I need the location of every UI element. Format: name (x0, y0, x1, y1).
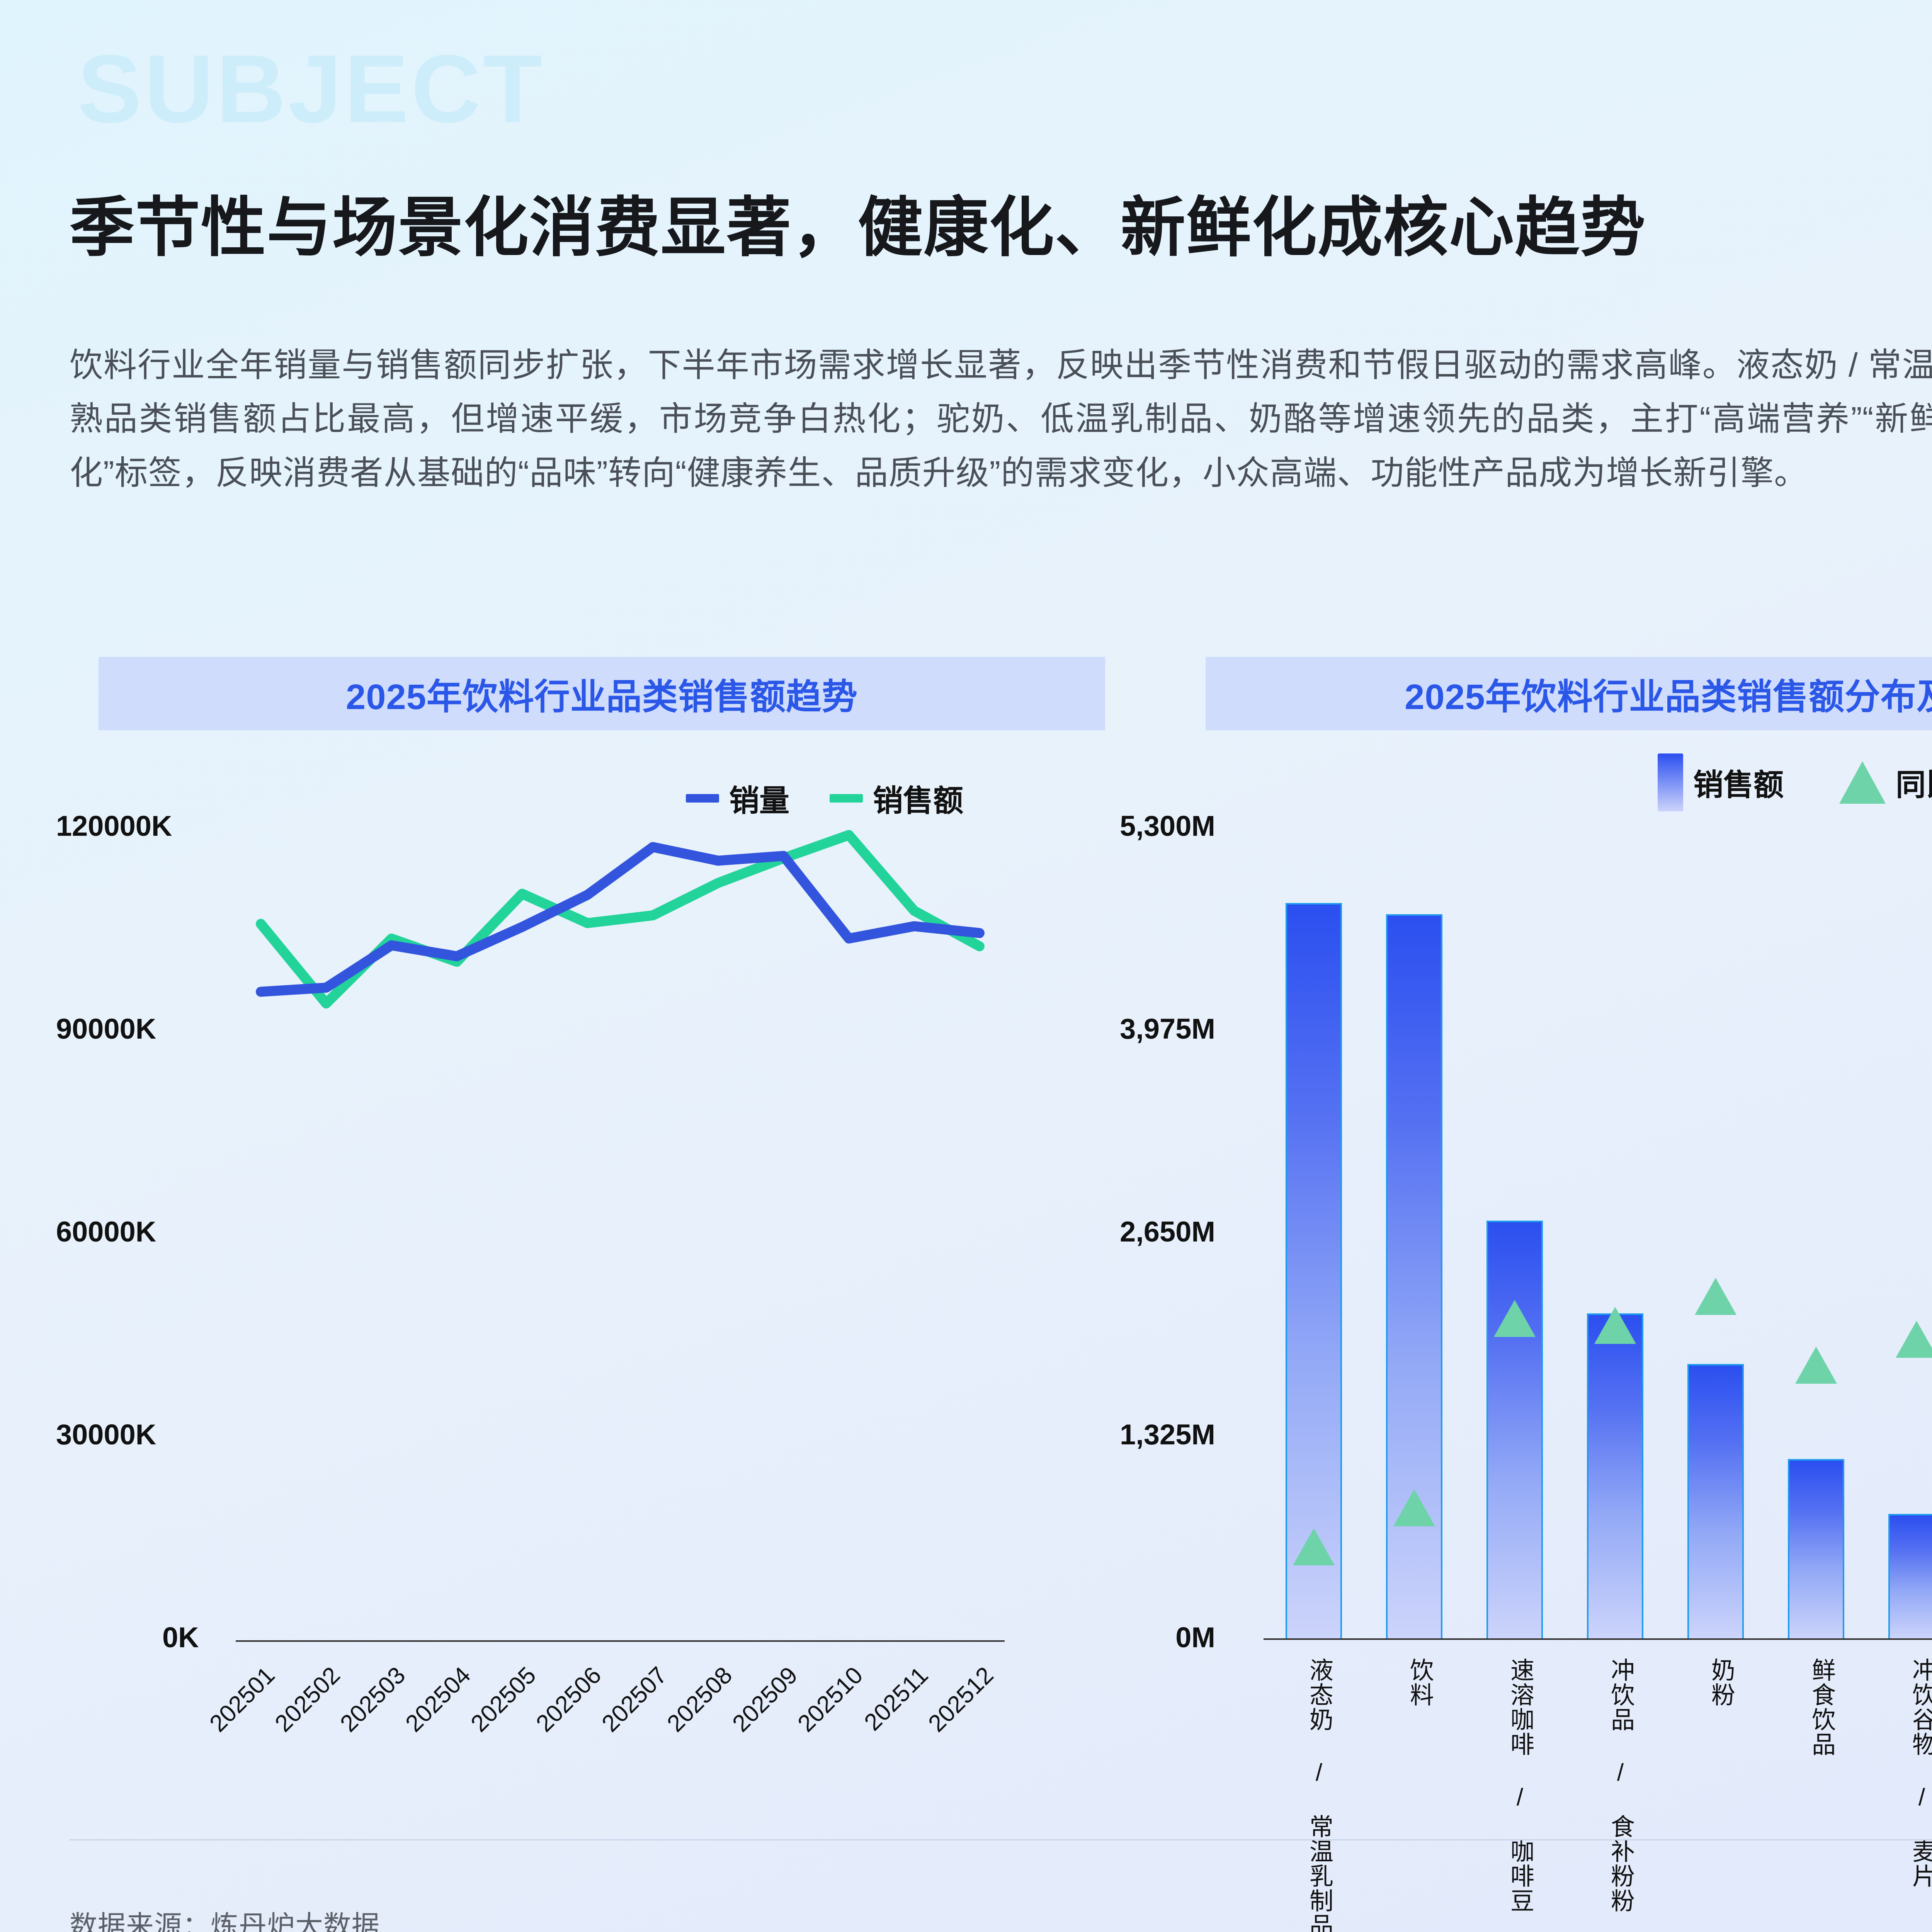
growth-triangle-3[interactable] (1494, 1300, 1536, 1337)
right-axis-tick-0: 5,300M (1120, 810, 1215, 842)
data-source-label: 数据来源：炼丹炉大数据 (70, 1911, 380, 1932)
left-axis-tick-1: 90000K (56, 1013, 156, 1045)
growth-triangle-5[interactable] (1695, 1277, 1736, 1315)
legend-item-sales[interactable]: 销售额 (830, 777, 963, 820)
right-axis-tick-1: 3,975M (1120, 1013, 1215, 1045)
line-chart-legend: 销量 销售额 (686, 777, 963, 820)
legend-item-volume[interactable]: 销量 (686, 777, 789, 820)
legend-item-growth[interactable]: 同比销额增速 (1839, 761, 1932, 804)
chart-panel-bar: 2025年饮料行业品类销售额分布及同比增速 销售额 同比销额增速 液态奶 / 常… (1206, 657, 1932, 1932)
bar-2[interactable] (1386, 914, 1442, 1638)
legend-label-growth: 同比销额增速 (1896, 768, 1932, 802)
legend-triangle-icon (1839, 761, 1886, 804)
legend-line-icon-volume (686, 794, 719, 803)
legend-label-sales-amount: 销售额 (1693, 768, 1784, 802)
line-chart-svg (256, 830, 985, 1009)
bar-category-label: 鲜食饮品 (1808, 1658, 1835, 1757)
intro-paragraph: 饮料行业全年销量与销售额同步扩张，下半年市场需求增长显著，反映出季节性消费和节假… (70, 347, 1932, 492)
left-axis-tick-4: 0K (162, 1621, 199, 1653)
legend-bar-icon (1658, 753, 1683, 811)
bar-4[interactable] (1587, 1313, 1643, 1638)
bar-category-label: 冲饮品 / 食补粉粉 (1607, 1658, 1634, 1913)
chart-panel-line: 2025年饮料行业品类销售额趋势 销量 销售额 120000K 90000K 6… (56, 657, 1215, 1812)
bar-3[interactable] (1486, 1221, 1543, 1638)
bar-chart-x-axis (1264, 1638, 1932, 1640)
bar-1[interactable] (1286, 903, 1342, 1638)
growth-triangle-1[interactable] (1293, 1528, 1335, 1565)
legend-label-volume: 销量 (729, 784, 790, 818)
bar-5[interactable] (1687, 1364, 1744, 1638)
left-axis-tick-3: 30000K (56, 1418, 156, 1451)
legend-item-sales-amount[interactable]: 销售额 (1658, 753, 1784, 811)
bar-category-label: 速溶咖啡 / 咖啡豆 / 粉 (1507, 1658, 1533, 1932)
left-axis-tick-2: 60000K (56, 1216, 156, 1248)
line-plot-area (236, 821, 1005, 1640)
bar-6[interactable] (1788, 1459, 1844, 1638)
legend-label-sales: 销售额 (873, 784, 964, 818)
legend-line-icon-sales (830, 794, 863, 803)
right-axis-tick-3: 1,325M (1120, 1418, 1215, 1451)
bar-category-label: 液态奶 / 常温乳制品 (1306, 1658, 1332, 1932)
left-axis-tick-0: 120000K (56, 810, 172, 842)
bar-plot-area (1264, 881, 1932, 1638)
line-series-销量 (256, 842, 985, 997)
footer-divider (70, 1839, 1932, 1840)
bar-chart-legend: 销售额 同比销额增速 (1658, 753, 1932, 811)
bar-category-label: 奶粉 (1708, 1658, 1734, 1707)
growth-triangle-7[interactable] (1896, 1320, 1932, 1358)
line-chart-x-axis (236, 1640, 1005, 1642)
line-series-销售额 (256, 830, 985, 1009)
bar-category-label: 冲饮谷物 / 麦片 (1908, 1658, 1932, 1888)
page-title: 季节性与场景化消费显著，健康化、新鲜化成核心趋势 (70, 191, 1646, 264)
right-axis-tick-4: 0M (1175, 1621, 1215, 1653)
growth-triangle-2[interactable] (1393, 1489, 1435, 1527)
bar-7[interactable] (1888, 1514, 1932, 1638)
line-chart-title: 2025年饮料行业品类销售额趋势 (99, 657, 1105, 730)
growth-triangle-6[interactable] (1795, 1346, 1837, 1384)
bar-category-label: 饮料 (1406, 1658, 1433, 1707)
bar-chart-title: 2025年饮料行业品类销售额分布及同比增速 (1206, 657, 1932, 730)
right-axis-tick-2: 2,650M (1120, 1216, 1215, 1248)
watermark-subject: SUBJECT (77, 35, 544, 143)
growth-triangle-4[interactable] (1594, 1307, 1636, 1344)
